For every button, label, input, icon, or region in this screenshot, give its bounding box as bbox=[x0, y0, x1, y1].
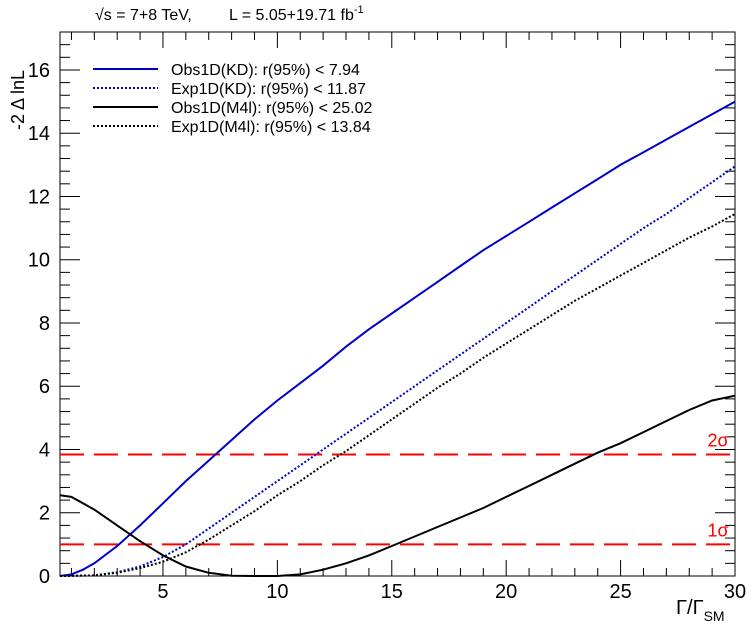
x-tick-label: 25 bbox=[609, 581, 631, 603]
y-tick-label: 16 bbox=[28, 60, 50, 82]
reference-label: 2σ bbox=[707, 431, 728, 451]
plot-frame bbox=[59, 31, 736, 577]
y-tick-label: 10 bbox=[28, 250, 50, 272]
x-axis-title: Γ/ΓSM bbox=[676, 597, 725, 624]
series-line-3 bbox=[59, 394, 736, 577]
x-tick-label: 15 bbox=[381, 581, 403, 603]
luminosity-label: L = 5.05+19.71 fb-1 bbox=[229, 4, 364, 24]
y-tick-label: 0 bbox=[39, 566, 50, 588]
axis-ticks bbox=[60, 31, 736, 577]
y-tick-label: 2 bbox=[39, 503, 50, 525]
y-tick-label: 6 bbox=[39, 376, 50, 398]
legend-label: Exp1D(M4l): r(95%) < 13.84 bbox=[171, 119, 371, 136]
x-tick-label: 30 bbox=[724, 581, 746, 603]
energy-label: √s = 7+8 TeV, bbox=[95, 7, 192, 24]
series-line-4 bbox=[59, 213, 736, 577]
y-axis-title: -2 Δ lnL bbox=[8, 70, 28, 130]
x-tick-label: 20 bbox=[495, 581, 517, 603]
reference-lines: 1σ 2σ bbox=[60, 431, 735, 546]
reference-label: 1σ bbox=[707, 520, 728, 540]
legend: Obs1D(KD): r(95%) < 7.94 Exp1D(KD): r(95%… bbox=[93, 62, 373, 136]
x-tick-label: 10 bbox=[266, 581, 288, 603]
y-tick-label: 12 bbox=[28, 186, 50, 208]
y-tick-label: 8 bbox=[39, 313, 50, 335]
y-tick-label: 4 bbox=[39, 439, 50, 461]
legend-label: Obs1D(M4l): r(95%) < 25.02 bbox=[171, 100, 373, 117]
y-tick-label: 14 bbox=[28, 123, 50, 145]
legend-label: Obs1D(KD): r(95%) < 7.94 bbox=[171, 62, 360, 79]
legend-label: Exp1D(KD): r(95%) < 11.87 bbox=[171, 81, 366, 98]
series-line-2 bbox=[59, 165, 736, 577]
series-layer bbox=[59, 100, 736, 577]
x-tick-label: 5 bbox=[157, 581, 168, 603]
series-line-1 bbox=[59, 100, 736, 577]
tick-labels: 5 10 15 20 25 30 0 2 4 6 8 10 12 14 16 bbox=[28, 60, 746, 603]
